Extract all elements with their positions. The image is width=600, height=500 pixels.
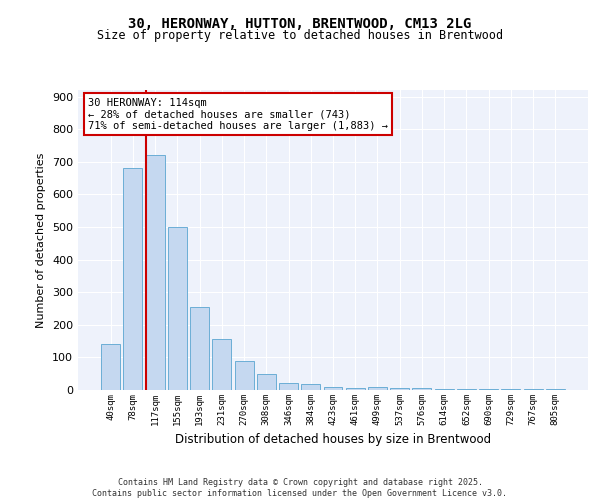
- Text: Contains HM Land Registry data © Crown copyright and database right 2025.
Contai: Contains HM Land Registry data © Crown c…: [92, 478, 508, 498]
- Bar: [479, 389, 498, 390]
- Bar: [101, 344, 120, 390]
- Bar: [235, 362, 254, 390]
- Bar: [190, 307, 209, 390]
- Bar: [390, 388, 409, 390]
- Text: Size of property relative to detached houses in Brentwood: Size of property relative to detached ho…: [97, 29, 503, 42]
- Bar: [412, 388, 431, 390]
- Bar: [212, 339, 231, 390]
- Text: 30 HERONWAY: 114sqm
← 28% of detached houses are smaller (743)
71% of semi-detac: 30 HERONWAY: 114sqm ← 28% of detached ho…: [88, 98, 388, 130]
- Bar: [301, 384, 320, 390]
- Bar: [124, 168, 142, 390]
- X-axis label: Distribution of detached houses by size in Brentwood: Distribution of detached houses by size …: [175, 434, 491, 446]
- Bar: [323, 386, 343, 390]
- Bar: [279, 384, 298, 390]
- Bar: [346, 388, 365, 390]
- Bar: [257, 374, 276, 390]
- Y-axis label: Number of detached properties: Number of detached properties: [37, 152, 46, 328]
- Text: 30, HERONWAY, HUTTON, BRENTWOOD, CM13 2LG: 30, HERONWAY, HUTTON, BRENTWOOD, CM13 2L…: [128, 18, 472, 32]
- Bar: [146, 155, 164, 390]
- Bar: [168, 227, 187, 390]
- Bar: [435, 389, 454, 390]
- Bar: [546, 389, 565, 390]
- Bar: [368, 386, 387, 390]
